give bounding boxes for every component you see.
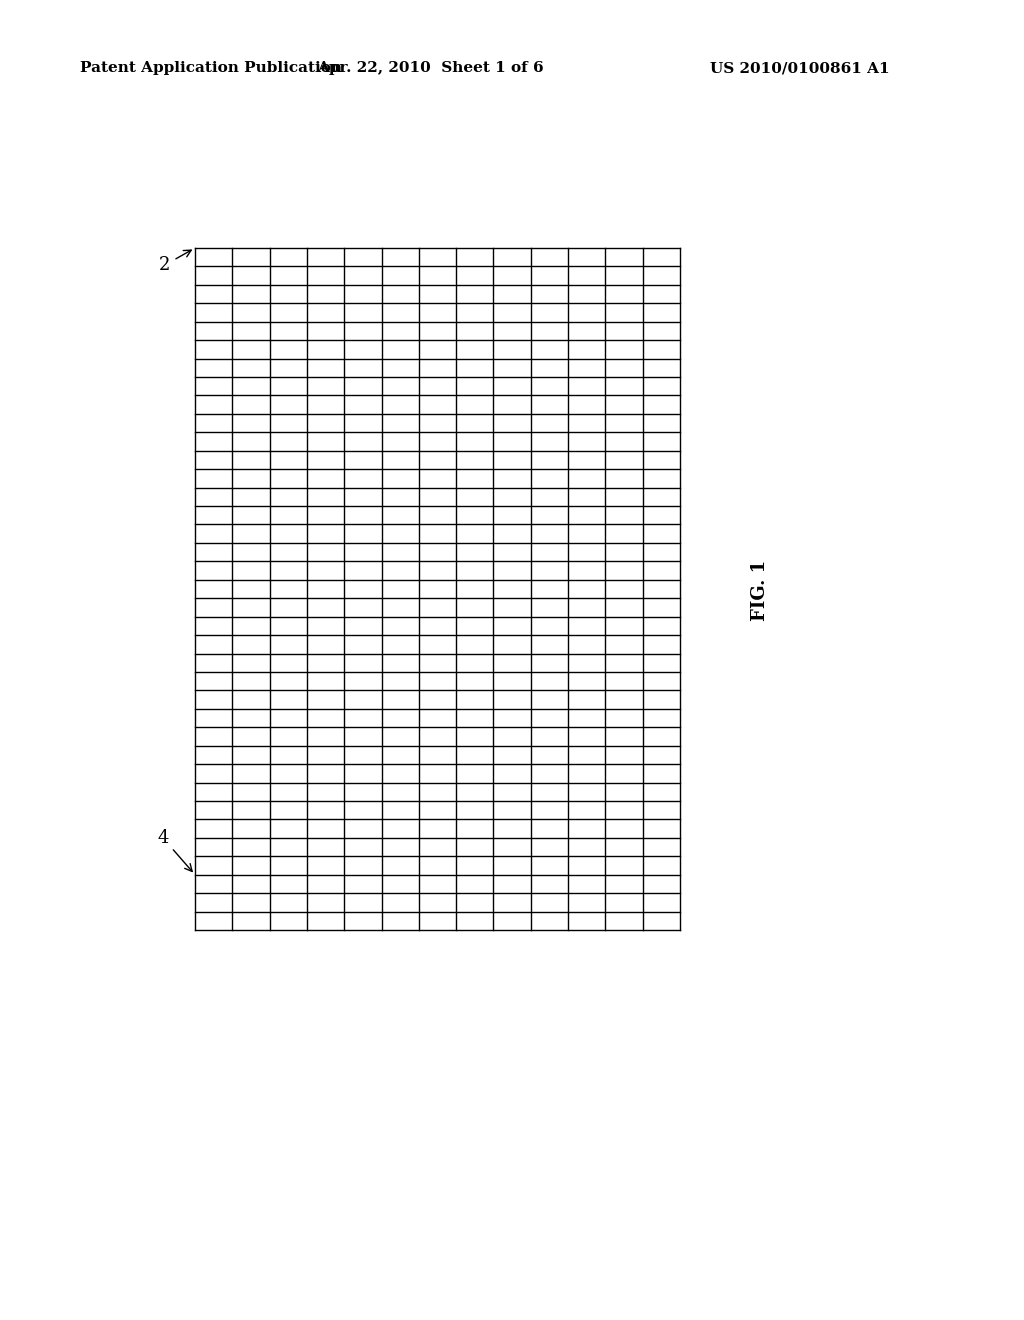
Text: Apr. 22, 2010  Sheet 1 of 6: Apr. 22, 2010 Sheet 1 of 6 <box>316 61 544 75</box>
Text: FIG. 1: FIG. 1 <box>751 560 769 620</box>
Text: 4: 4 <box>158 829 193 871</box>
Text: Patent Application Publication: Patent Application Publication <box>80 61 342 75</box>
Text: US 2010/0100861 A1: US 2010/0100861 A1 <box>711 61 890 75</box>
Text: 2: 2 <box>160 249 191 275</box>
